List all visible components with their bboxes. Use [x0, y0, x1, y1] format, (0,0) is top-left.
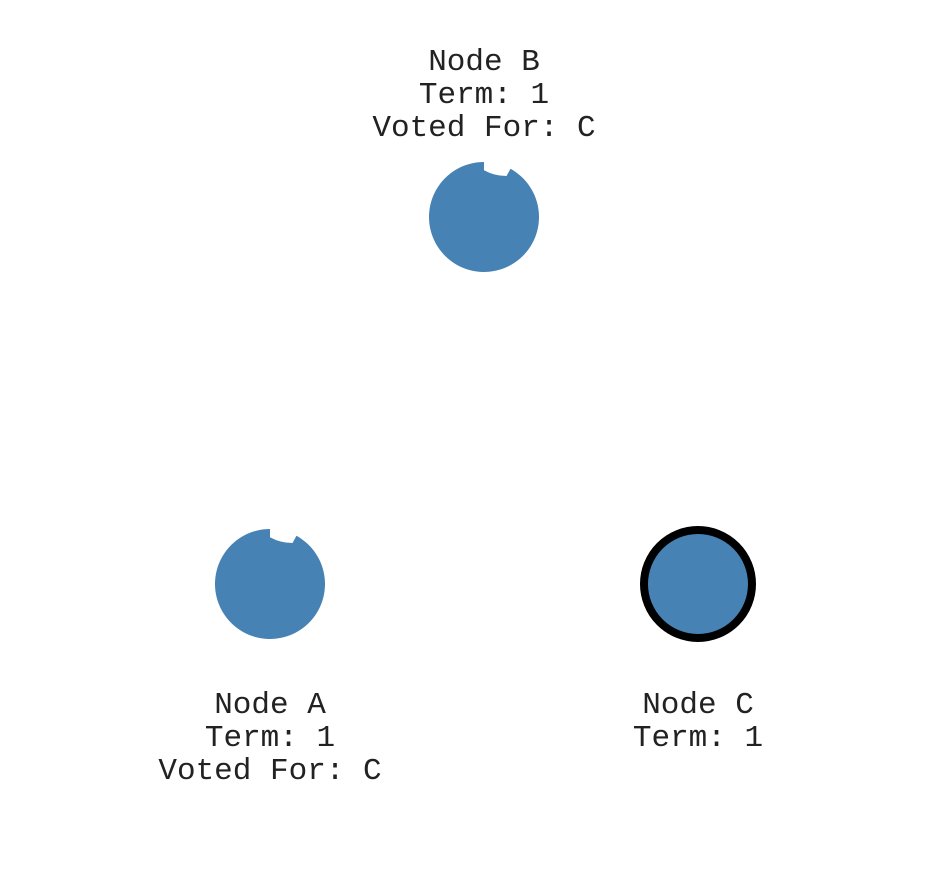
node-b[interactable]: Node B Term: 1 Voted For: C [372, 45, 596, 272]
node-a-name: Node A [214, 688, 326, 723]
node-b-circle[interactable] [428, 161, 539, 272]
node-c-circle[interactable] [640, 526, 756, 642]
node-a-voted-for: Voted For: C [158, 754, 381, 789]
node-b-voted-for: Voted For: C [372, 111, 595, 146]
node-b-name: Node B [428, 45, 540, 80]
node-a-term: Term: 1 [205, 721, 335, 756]
node-a[interactable]: Node A Term: 1 Voted For: C [158, 529, 382, 789]
node-c-term: Term: 1 [633, 721, 763, 756]
node-c[interactable]: Node C Term: 1 [633, 526, 763, 756]
node-a-circle[interactable] [214, 529, 325, 639]
node-c-name: Node C [642, 688, 754, 723]
node-b-term: Term: 1 [419, 78, 549, 113]
